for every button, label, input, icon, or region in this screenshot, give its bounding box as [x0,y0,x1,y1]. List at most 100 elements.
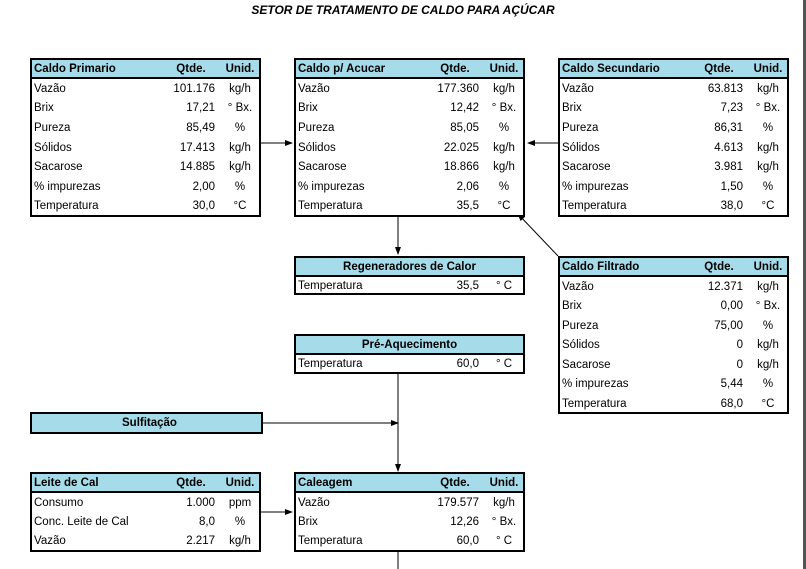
header-unit: Unid. [489,62,519,75]
panel-pre-aquecimento: Pré-Aquecimento Temperatura 60,0 ° C [294,334,525,374]
row-name: Sólidos [562,141,600,154]
row-qty: 18.866 [443,161,479,174]
table-row: Brix 12,42 ° Bx. [296,99,523,119]
header-name: Caldo Secundario [562,62,660,75]
row-name: Vazão [34,534,66,547]
row-qty: 5,44 [720,378,743,391]
table-row: Sólidos 0 kg/h [560,336,787,356]
table-row: Vazão 179.577 kg/h [296,493,523,512]
table-row: Pureza 85,05% [296,118,523,138]
row-unit: kg/h [229,534,251,547]
row-name: Sólidos [34,141,72,154]
table-row: Temperatura 68,0 °C [560,394,787,414]
row-qty: 1.000 [186,496,215,509]
header-name: Caldo Filtrado [562,260,640,273]
row-unit: kg/h [757,339,779,352]
row-name: Temperatura [298,280,363,292]
row-name: Vazão [34,82,66,95]
table-row: Pureza 85,49% [32,118,259,138]
row-unit: % [762,378,774,391]
row-unit: kg/h [757,358,779,371]
table-row: Brix 17,21 ° Bx. [32,99,259,119]
row-unit: °C [497,200,511,213]
table-row: Sacarose 0 kg/h [560,355,787,375]
table-row: Vazão 177.360 kg/h [296,79,523,99]
panel-caldo-secundario: Caldo Secundario Qtde. Unid. Vazão 63.813… [558,58,789,217]
arrow-filtrado-to-acucar [517,213,559,257]
table-row: Brix 0,00 ° Bx. [560,297,787,317]
row-unit: kg/h [493,161,515,174]
table-row: Sólidos 22.025 kg/h [296,138,523,158]
panel-header: Caldo Secundario Qtde. Unid. [560,60,787,79]
row-qty: 0,00 [720,300,743,313]
row-qty: 179.577 [437,496,479,509]
row-unit: °C [761,397,775,410]
table-row: Temperatura 35,5 °C [296,197,523,217]
header-unit: Unid. [489,476,519,489]
row-qty: 2,00 [192,180,215,193]
panel-header: Pré-Aquecimento [296,336,523,355]
row-unit: ° Bx. [755,300,781,313]
row-qty: 4.613 [714,141,743,154]
header-unit: Unid. [753,260,783,273]
table-row: Consumo 1.000 ppm [32,493,259,512]
row-unit: % [762,180,774,193]
row-name: Sólidos [562,339,600,352]
header-name: Caleagem [298,476,353,489]
table-row: Conc. Leite de Cal 8,0% [32,512,259,531]
row-unit: ° Bx. [227,102,253,115]
row-name: Vazão [562,82,594,95]
table-row: Brix 7,23 ° Bx. [560,99,787,119]
panel-sulfitacao: Sulfitação [30,412,263,434]
row-name: Brix [298,515,318,528]
row-name: Sacarose [34,161,83,174]
row-qty: 85,49 [186,121,215,134]
row-unit: kg/h [757,82,779,95]
row-name: Temperatura [298,534,363,547]
row-name: Brix [562,102,582,115]
panel-caldo-filtrado: Caldo Filtrado Qtde. Unid. Vazão 12.371 kg… [558,256,789,414]
row-qty: 17,21 [186,102,215,115]
header-name: Sulfitação [122,417,177,429]
table-row: Sacarose 14.885 kg/h [32,157,259,177]
row-qty: 60,0 [456,358,479,370]
panel-header: Caleagem Qtde. Unid. [296,474,523,493]
panel-caldo-acucar: Caldo p/ Acucar Qtde. Unid. Vazão 177.360… [294,58,525,217]
table-row: Pureza 86,31% [560,118,787,138]
row-unit: kg/h [757,161,779,174]
row-qty: 12.371 [707,280,743,293]
row-name: Brix [562,300,582,313]
row-name: Pureza [298,121,335,134]
table-row: Temperatura 60,0 ° C [296,531,523,550]
table-row: Sacarose 3.981 kg/h [560,157,787,177]
row-qty: 35,5 [456,200,479,213]
header-qty: Qtde. [176,62,206,75]
header-unit: Unid. [225,476,255,489]
row-qty: 63.813 [707,82,743,95]
row-name: Temperatura [562,200,627,213]
row-qty: 101.176 [173,82,215,95]
row-unit: ° C [495,280,513,292]
row-unit: % [762,121,774,134]
header-name: Leite de Cal [34,476,99,489]
row-name: Consumo [34,496,84,509]
panel-regeneradores-de-calor: Regeneradores de Calor Temperatura 35,5 … [294,256,525,295]
row-unit: ppm [228,496,252,509]
table-row: Temperatura 38,0 °C [560,197,787,217]
row-name: Brix [298,102,318,115]
panel-header: Caldo Filtrado Qtde. Unid. [560,258,787,277]
row-qty: 177.360 [437,82,479,95]
row-qty: 12,26 [450,515,479,528]
row-qty: 0 [736,339,743,352]
header-unit: Unid. [753,62,783,75]
row-qty: 35,5 [456,280,479,292]
row-unit: % [234,515,246,528]
row-name: Temperatura [298,358,363,370]
table-row: Temperatura 35,5 ° C [296,277,523,295]
table-row: Temperatura 60,0 ° C [296,355,523,373]
window-edge [803,0,806,569]
row-qty: 22.025 [443,141,479,154]
table-row: % impurezas 2,06% [296,177,523,197]
row-unit: °C [761,200,775,213]
